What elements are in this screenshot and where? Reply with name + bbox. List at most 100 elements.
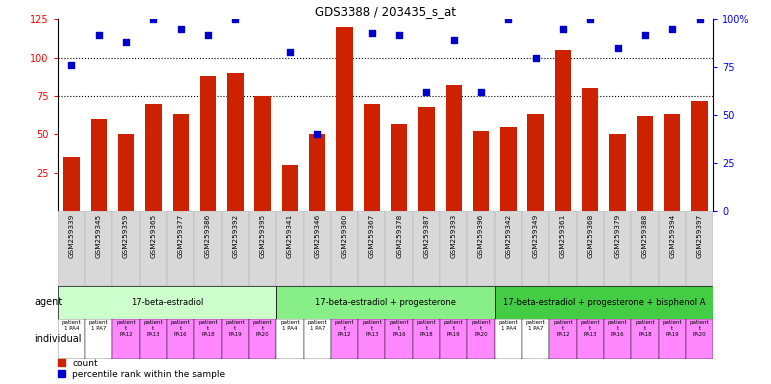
- Bar: [336, 27, 352, 211]
- Point: [338, 5, 351, 11]
- Text: GSM259349: GSM259349: [533, 214, 539, 258]
- Text: GSM259359: GSM259359: [123, 214, 129, 258]
- Bar: [604, 211, 631, 286]
- Bar: [309, 134, 325, 211]
- Text: 17-beta-estradiol + progesterone + bisphenol A: 17-beta-estradiol + progesterone + bisph…: [503, 298, 705, 307]
- Title: GDS3388 / 203435_s_at: GDS3388 / 203435_s_at: [315, 5, 456, 18]
- Bar: [331, 211, 359, 286]
- Bar: [527, 114, 544, 211]
- Text: patient
t
PA20: patient t PA20: [471, 320, 491, 336]
- Bar: [200, 76, 216, 211]
- Text: patient
1 PA4: patient 1 PA4: [280, 320, 300, 331]
- Text: patient
t
PA16: patient t PA16: [171, 320, 190, 336]
- Bar: [194, 319, 222, 359]
- Bar: [495, 319, 522, 359]
- Bar: [304, 319, 331, 359]
- Text: GSM259394: GSM259394: [669, 214, 675, 258]
- Bar: [582, 88, 598, 211]
- Bar: [145, 104, 162, 211]
- Text: patient
t
PA16: patient t PA16: [608, 320, 628, 336]
- Bar: [412, 211, 440, 286]
- Text: patient
1 PA4: patient 1 PA4: [62, 320, 81, 331]
- Bar: [221, 211, 249, 286]
- Point: [120, 39, 133, 45]
- Text: patient
t
PA12: patient t PA12: [116, 320, 136, 336]
- Bar: [631, 211, 658, 286]
- Text: patient
t
PA18: patient t PA18: [416, 320, 436, 336]
- Point: [502, 16, 514, 22]
- Bar: [418, 107, 435, 211]
- Point: [638, 31, 651, 38]
- Bar: [85, 319, 113, 359]
- Text: GSM259377: GSM259377: [177, 214, 183, 258]
- Bar: [85, 211, 113, 286]
- Text: GSM259387: GSM259387: [423, 214, 429, 258]
- Bar: [577, 211, 604, 286]
- Text: patient
1 PA7: patient 1 PA7: [89, 320, 109, 331]
- Point: [202, 31, 214, 38]
- Text: patient
1 PA7: patient 1 PA7: [526, 320, 546, 331]
- Bar: [249, 211, 276, 286]
- Bar: [276, 319, 304, 359]
- Text: patient
t
PA19: patient t PA19: [662, 320, 682, 336]
- Text: GSM259397: GSM259397: [696, 214, 702, 258]
- Bar: [58, 319, 85, 359]
- Bar: [167, 211, 194, 286]
- Bar: [631, 319, 658, 359]
- Bar: [364, 104, 380, 211]
- Bar: [555, 50, 571, 211]
- Text: GSM259361: GSM259361: [560, 214, 566, 258]
- Text: GSM259346: GSM259346: [315, 214, 320, 258]
- Bar: [194, 211, 222, 286]
- Bar: [113, 319, 140, 359]
- Text: patient
t
PA12: patient t PA12: [553, 320, 573, 336]
- Bar: [386, 319, 412, 359]
- Point: [365, 30, 378, 36]
- Bar: [495, 286, 713, 319]
- Point: [284, 49, 296, 55]
- Bar: [63, 157, 79, 211]
- Bar: [90, 119, 107, 211]
- Point: [530, 55, 542, 61]
- Bar: [686, 319, 713, 359]
- Point: [174, 26, 187, 32]
- Bar: [386, 211, 412, 286]
- Bar: [686, 211, 713, 286]
- Bar: [359, 211, 386, 286]
- Bar: [577, 319, 604, 359]
- Text: agent: agent: [35, 297, 63, 308]
- Bar: [440, 319, 467, 359]
- Bar: [522, 211, 549, 286]
- Bar: [446, 85, 462, 211]
- Bar: [58, 211, 85, 286]
- Bar: [664, 114, 680, 211]
- Bar: [522, 319, 549, 359]
- Point: [693, 16, 705, 22]
- Text: patient
t
PA20: patient t PA20: [690, 320, 709, 336]
- Bar: [500, 127, 517, 211]
- Bar: [549, 319, 577, 359]
- Point: [666, 26, 678, 32]
- Text: GSM259367: GSM259367: [369, 214, 375, 258]
- Point: [420, 89, 433, 95]
- Text: GSM259341: GSM259341: [287, 214, 293, 258]
- Text: patient
1 PA4: patient 1 PA4: [499, 320, 518, 331]
- Point: [475, 89, 487, 95]
- Point: [611, 45, 624, 51]
- Text: patient
t
PA18: patient t PA18: [198, 320, 218, 336]
- Bar: [495, 211, 522, 286]
- Point: [66, 62, 78, 68]
- Point: [147, 16, 160, 22]
- Text: patient
t
PA13: patient t PA13: [143, 320, 163, 336]
- Bar: [58, 286, 276, 319]
- Bar: [276, 286, 495, 319]
- Text: patient
t
PA13: patient t PA13: [581, 320, 600, 336]
- Bar: [221, 319, 249, 359]
- Text: patient
t
PA19: patient t PA19: [444, 320, 463, 336]
- Bar: [113, 211, 140, 286]
- Text: patient
t
PA20: patient t PA20: [253, 320, 272, 336]
- Bar: [467, 211, 495, 286]
- Text: GSM259379: GSM259379: [614, 214, 621, 258]
- Text: GSM259392: GSM259392: [232, 214, 238, 258]
- Point: [393, 31, 406, 38]
